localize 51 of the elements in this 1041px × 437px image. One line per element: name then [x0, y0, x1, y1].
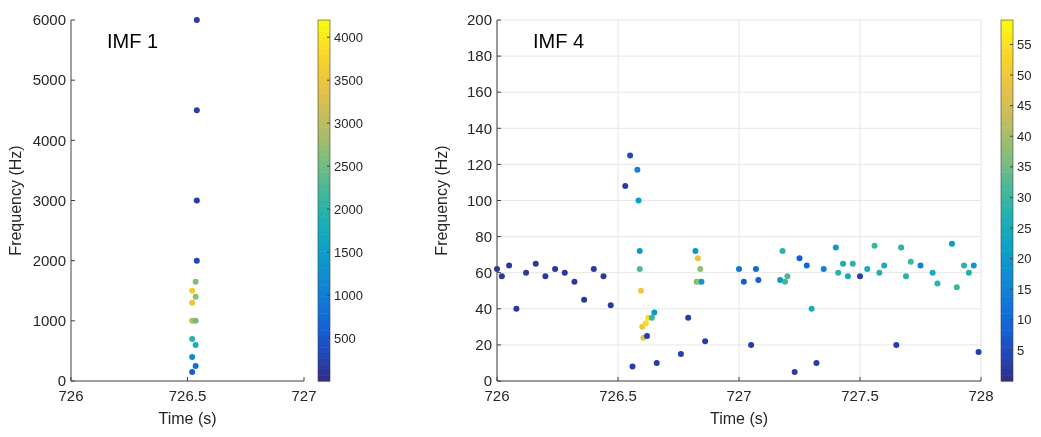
color-bar-label: 2500 [334, 158, 363, 174]
color-bar-label: 5 [1017, 342, 1025, 358]
color-bar-label: 3500 [334, 72, 363, 88]
y-tick-label: 1000 [32, 312, 66, 330]
y-tick-label: 200 [466, 11, 492, 29]
color-bar-label: 2000 [334, 201, 363, 217]
color-bar-label: 1500 [334, 244, 363, 260]
y-tick-label: 60 [475, 263, 492, 281]
y-tick-label: 5000 [32, 71, 66, 89]
y-tick-label: 80 [475, 227, 492, 245]
y-axis-title: Frequency (Hz) [433, 145, 450, 256]
y-tick-label: 160 [466, 83, 492, 101]
x-axis-title: Time (s) [709, 410, 769, 427]
color-bar-label: 50 [1017, 67, 1032, 83]
y-axis-title: Frequency (Hz) [7, 145, 24, 256]
y-tick-label: 0 [483, 372, 492, 390]
color-bar-label: 45 [1017, 98, 1032, 114]
y-tick-label: 4000 [32, 131, 66, 149]
y-tick-label: 140 [466, 119, 492, 137]
y-tick-label: 6000 [32, 11, 66, 29]
x-axis-title: Time (s) [158, 410, 217, 427]
x-tick-label: 727 [291, 387, 317, 404]
color-bar-label: 30 [1017, 189, 1032, 205]
color-bar-label: 55 [1017, 37, 1032, 53]
color-bar-label: 4000 [334, 29, 363, 45]
y-tick-label: 2000 [32, 251, 66, 269]
y-tick-label: 20 [475, 336, 492, 354]
y-tick-label: 100 [466, 191, 492, 209]
x-tick-label: 726 [58, 387, 84, 404]
y-tick-label: 180 [466, 47, 492, 65]
y-tick-label: 3000 [32, 191, 66, 209]
color-bar-label: 500 [334, 330, 356, 346]
color-bar-label: 25 [1017, 220, 1032, 236]
color-bar-label: 20 [1017, 251, 1032, 267]
x-tick-label: 726.5 [599, 387, 637, 404]
y-tick-label: 0 [57, 372, 66, 390]
color-bar-label: 35 [1017, 159, 1032, 175]
color-bar-label: 40 [1017, 128, 1032, 144]
x-tick-label: 727.5 [841, 387, 879, 404]
color-bar-label: 10 [1017, 312, 1032, 328]
x-tick-label: 726 [484, 387, 510, 404]
x-tick-label: 726.5 [168, 387, 207, 404]
y-tick-label: 40 [475, 300, 492, 318]
color-bar-label: 15 [1017, 281, 1032, 297]
x-tick-label: 728 [968, 387, 994, 404]
text: IMF 1 [107, 30, 159, 52]
color-bar-label: 1000 [334, 287, 363, 303]
color-bar-label: 3000 [334, 115, 363, 131]
y-tick-label: 120 [466, 155, 492, 173]
x-tick-label: 727 [726, 387, 752, 404]
text: IMF 4 [533, 30, 585, 52]
